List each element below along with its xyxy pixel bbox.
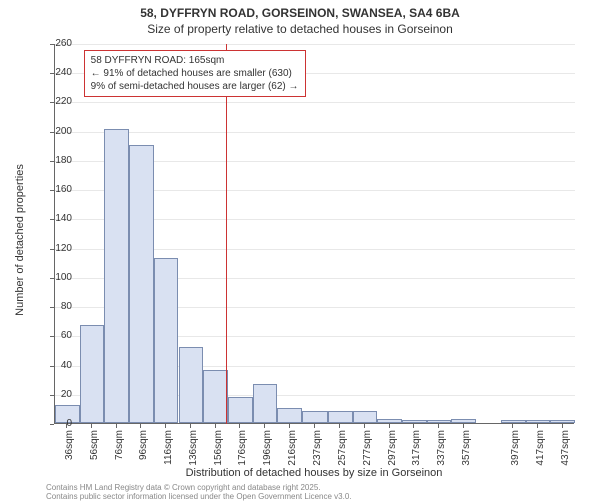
histogram-bar <box>427 420 452 423</box>
xtick-label: 76sqm <box>114 430 125 470</box>
histogram-bar <box>501 420 526 423</box>
xtick-label: 297sqm <box>387 430 398 470</box>
histogram-bar <box>302 411 328 423</box>
callout-box: 58 DYFFRYN ROAD: 165sqm ← 91% of detache… <box>84 50 306 97</box>
ytick-label: 0 <box>52 418 72 429</box>
histogram-bar <box>328 411 353 423</box>
callout-line2: ← 91% of detached houses are smaller (63… <box>91 67 299 80</box>
xtick-label: 96sqm <box>138 430 149 470</box>
histogram-bar <box>104 129 129 423</box>
xtick-label: 36sqm <box>64 430 75 470</box>
callout-line1: 58 DYFFRYN ROAD: 165sqm <box>91 54 299 67</box>
xtick-label: 156sqm <box>213 430 224 470</box>
x-axis-label: Distribution of detached houses by size … <box>54 467 574 479</box>
xtick-label: 116sqm <box>163 430 174 470</box>
xtick-label: 176sqm <box>237 430 248 470</box>
histogram-bar <box>526 420 551 423</box>
chart-title-address: 58, DYFFRYN ROAD, GORSEINON, SWANSEA, SA… <box>0 6 600 20</box>
xtick-label: 136sqm <box>188 430 199 470</box>
histogram-bar <box>253 384 278 423</box>
histogram-bar <box>179 347 204 423</box>
ytick-label: 220 <box>52 96 72 107</box>
histogram-bar <box>377 419 402 423</box>
histogram-bar <box>203 370 228 423</box>
chart-title-subtitle: Size of property relative to detached ho… <box>0 22 600 36</box>
histogram-bar <box>80 325 105 423</box>
ytick-label: 100 <box>52 272 72 283</box>
footer-attribution: Contains HM Land Registry data © Crown c… <box>46 484 352 502</box>
xtick-label: 337sqm <box>436 430 447 470</box>
histogram-bar <box>353 411 378 423</box>
histogram-bar <box>228 397 253 423</box>
xtick-label: 417sqm <box>535 430 546 470</box>
plot-area <box>54 44 574 424</box>
xtick-label: 216sqm <box>287 430 298 470</box>
ytick-label: 40 <box>52 360 72 371</box>
ytick-label: 200 <box>52 126 72 137</box>
ytick-label: 120 <box>52 243 72 254</box>
xtick-label: 196sqm <box>262 430 273 470</box>
ytick-label: 260 <box>52 38 72 49</box>
ytick-label: 60 <box>52 330 72 341</box>
property-size-histogram: 58, DYFFRYN ROAD, GORSEINON, SWANSEA, SA… <box>0 0 600 500</box>
xtick-label: 397sqm <box>510 430 521 470</box>
ytick-label: 80 <box>52 301 72 312</box>
y-axis-label: Number of detached properties <box>14 160 26 320</box>
xtick-label: 317sqm <box>411 430 422 470</box>
xtick-label: 56sqm <box>89 430 100 470</box>
ytick-label: 240 <box>52 67 72 78</box>
reference-line <box>226 44 227 424</box>
xtick-label: 257sqm <box>337 430 348 470</box>
footer-line2: Contains public sector information licen… <box>46 493 352 502</box>
histogram-bar <box>277 408 302 423</box>
histogram-bar <box>402 420 427 423</box>
histogram-bar <box>550 420 575 423</box>
xtick-label: 237sqm <box>312 430 323 470</box>
histogram-bar <box>129 145 154 423</box>
histogram-bar <box>154 258 179 423</box>
histogram-bar <box>451 419 476 423</box>
xtick-label: 277sqm <box>362 430 373 470</box>
ytick-label: 160 <box>52 184 72 195</box>
ytick-label: 180 <box>52 155 72 166</box>
callout-line3: 9% of semi-detached houses are larger (6… <box>91 80 299 93</box>
xtick-label: 357sqm <box>461 430 472 470</box>
xtick-label: 437sqm <box>560 430 571 470</box>
ytick-label: 140 <box>52 213 72 224</box>
ytick-label: 20 <box>52 389 72 400</box>
